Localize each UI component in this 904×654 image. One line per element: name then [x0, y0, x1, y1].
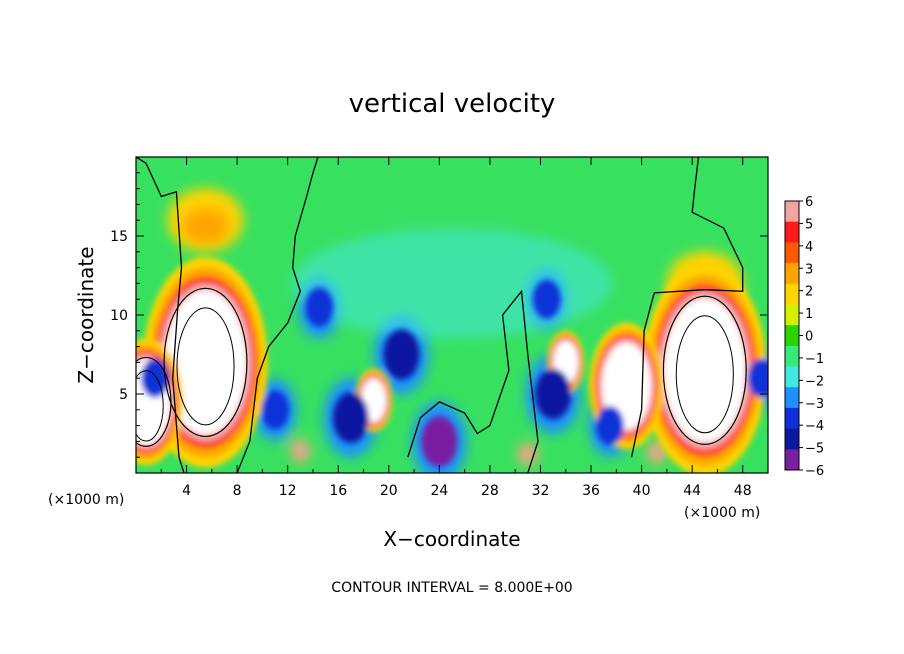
- colorbar-tick-label: 4: [805, 240, 813, 255]
- x-axis: 4 8 12 16 20 24 28 32 36 40 44 48: [160, 157, 752, 499]
- updraft-core: [664, 298, 746, 443]
- velocity-field: [136, 188, 768, 473]
- colorbar-tick-label: 6: [805, 195, 813, 210]
- colorbar-swatch: [785, 428, 799, 450]
- field-feature: [747, 358, 768, 398]
- colorbar: 6 5 4 3 2 1 0 −1 −2 −3 −4 −5 −6: [784, 195, 824, 479]
- colorbar-tick-label: −2: [805, 374, 824, 389]
- y-unit-label: (×1000 m): [48, 492, 124, 508]
- field-feature: [535, 368, 572, 420]
- x-tick-label: 40: [633, 483, 651, 499]
- colorbar-tick-label: −4: [805, 419, 824, 434]
- contour-line: [136, 356, 172, 447]
- contour-line: [163, 287, 248, 438]
- x-tick-label: 8: [233, 483, 242, 499]
- field-blurred: [136, 188, 768, 473]
- contour-line: [662, 295, 747, 445]
- x-tick-label: 16: [329, 483, 347, 499]
- colorbar-swatch: [785, 407, 799, 430]
- contour-lines: [136, 157, 747, 473]
- x-tick-label: 12: [279, 483, 297, 499]
- contour-line: [136, 157, 185, 473]
- x-tick-label: 48: [734, 483, 752, 499]
- updraft-core: [165, 290, 246, 435]
- y-tick-label: 15: [110, 229, 128, 245]
- contour-line: [236, 157, 319, 473]
- field-cores: [136, 257, 768, 473]
- colorbar-tick-label: 5: [805, 217, 813, 232]
- y-axis: 5 10 15: [110, 172, 768, 458]
- colorbar-swatch: [785, 449, 799, 471]
- colorbar-swatch: [785, 263, 799, 285]
- field-feature: [305, 287, 334, 327]
- field-feature: [261, 390, 290, 430]
- colorbar-swatch: [785, 201, 799, 223]
- colorbar-tick-label: −3: [805, 397, 824, 412]
- field-feature: [649, 443, 665, 462]
- colorbar-tick-label: 2: [805, 285, 813, 300]
- contour-line: [675, 315, 734, 434]
- contour-interval-note: CONTOUR INTERVAL = 8.000E+00: [331, 580, 572, 596]
- colorbar-swatch: [785, 345, 799, 368]
- y-tick-label: 10: [110, 308, 128, 324]
- colorbar-tick-label: 1: [805, 307, 813, 322]
- x-tick-label: 32: [532, 483, 550, 499]
- field-feature: [520, 445, 536, 463]
- y-tick-label: 5: [119, 387, 128, 403]
- x-tick-label: 4: [182, 483, 191, 499]
- y-axis-title: Z−coordinate: [74, 246, 98, 383]
- colorbar-tick-label: 0: [805, 330, 813, 345]
- field-feature: [292, 228, 612, 339]
- colorbar-swatch: [785, 283, 799, 305]
- colorbar-swatch: [785, 325, 799, 347]
- colorbar-swatch: [785, 242, 799, 264]
- x-tick-label: 24: [430, 483, 448, 499]
- plot-area: [136, 157, 768, 473]
- colorbar-swatch: [785, 366, 799, 388]
- colorbar-swatch: [785, 387, 799, 409]
- field-feature: [596, 406, 624, 446]
- contour-line: [136, 370, 164, 442]
- colorbar-tick-label: −1: [805, 352, 824, 367]
- field-feature: [421, 416, 458, 467]
- x-tick-label: 36: [582, 483, 600, 499]
- colorbar-tick-label: 3: [805, 262, 813, 277]
- colorbar-tick-label: −5: [805, 442, 824, 457]
- contour-line: [630, 157, 744, 458]
- field-feature: [383, 329, 420, 380]
- x-tick-label: 28: [481, 483, 499, 499]
- x-unit-label: (×1000 m): [684, 505, 760, 521]
- x-axis-title: X−coordinate: [383, 527, 520, 551]
- contour-line: [407, 289, 539, 473]
- x-tick-label: 20: [380, 483, 398, 499]
- chart-title: vertical velocity: [349, 89, 556, 119]
- field-feature: [532, 279, 561, 319]
- field-feature: [292, 441, 308, 460]
- field-feature: [181, 208, 230, 245]
- x-tick-label: 44: [683, 483, 701, 499]
- colorbar-swatch: [785, 221, 799, 243]
- contour-line: [176, 307, 235, 426]
- colorbar-tick-label: −6: [805, 464, 824, 479]
- field-feature: [332, 392, 369, 443]
- colorbar-swatch: [785, 304, 799, 326]
